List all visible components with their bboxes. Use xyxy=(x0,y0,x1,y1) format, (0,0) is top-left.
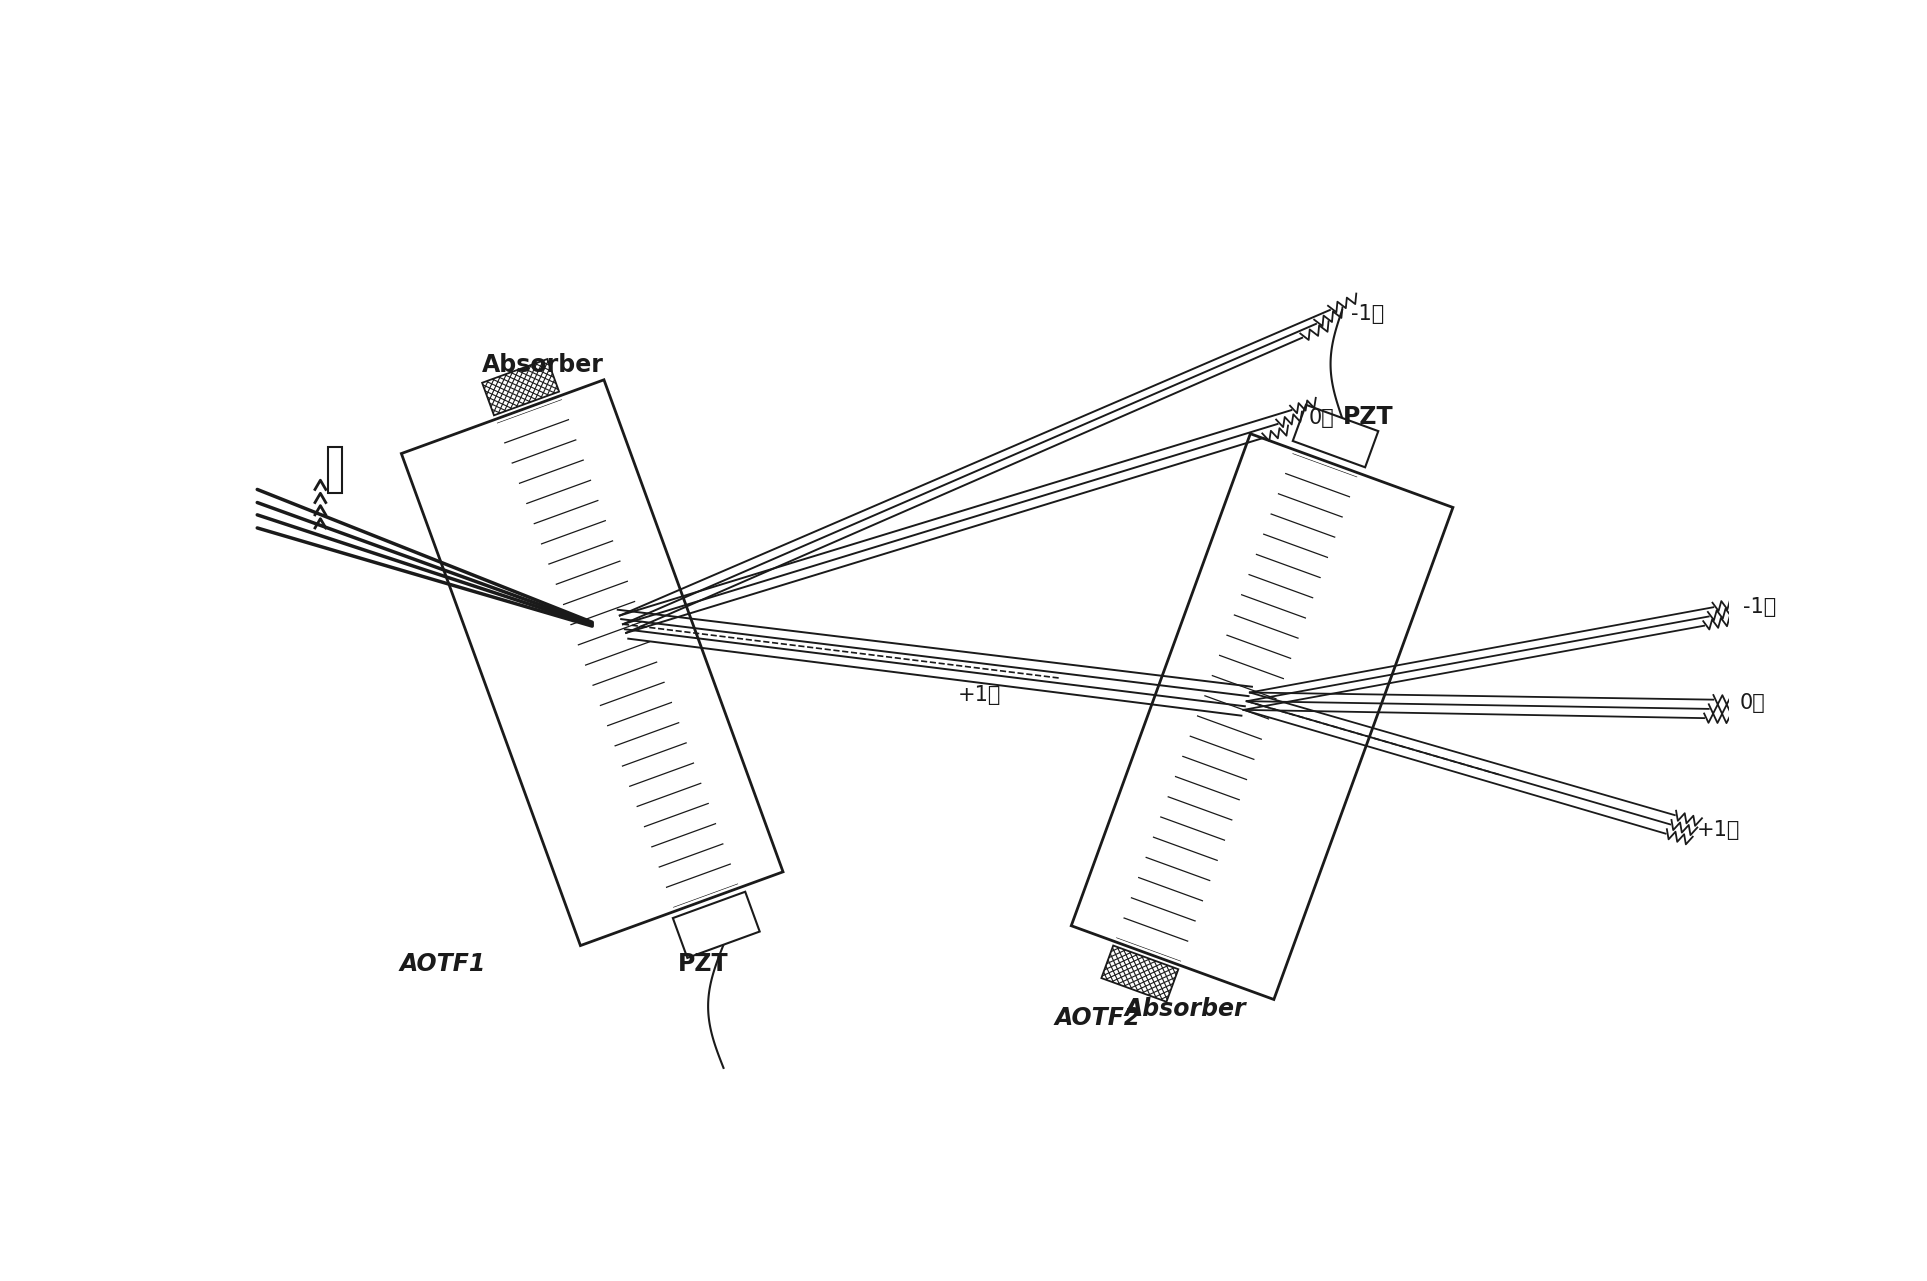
Text: PZT: PZT xyxy=(1343,406,1393,429)
Polygon shape xyxy=(482,359,559,415)
Text: 0级: 0级 xyxy=(1308,407,1333,428)
Polygon shape xyxy=(1293,405,1378,468)
Text: AOTF1: AOTF1 xyxy=(399,952,486,976)
Text: -1级: -1级 xyxy=(1744,597,1777,616)
Polygon shape xyxy=(673,892,759,958)
Text: Absorber: Absorber xyxy=(482,352,603,377)
Polygon shape xyxy=(1102,945,1177,1002)
Text: Absorber: Absorber xyxy=(1125,997,1247,1021)
Text: AOTF2: AOTF2 xyxy=(1054,1006,1141,1030)
Text: 0级: 0级 xyxy=(1740,693,1765,714)
Bar xyxy=(328,447,341,493)
Text: PZT: PZT xyxy=(678,952,728,976)
Text: +1级: +1级 xyxy=(958,685,1002,705)
Polygon shape xyxy=(1071,434,1453,999)
Polygon shape xyxy=(401,379,782,945)
Text: -1级: -1级 xyxy=(1351,304,1384,324)
Text: +1级: +1级 xyxy=(1698,820,1740,840)
